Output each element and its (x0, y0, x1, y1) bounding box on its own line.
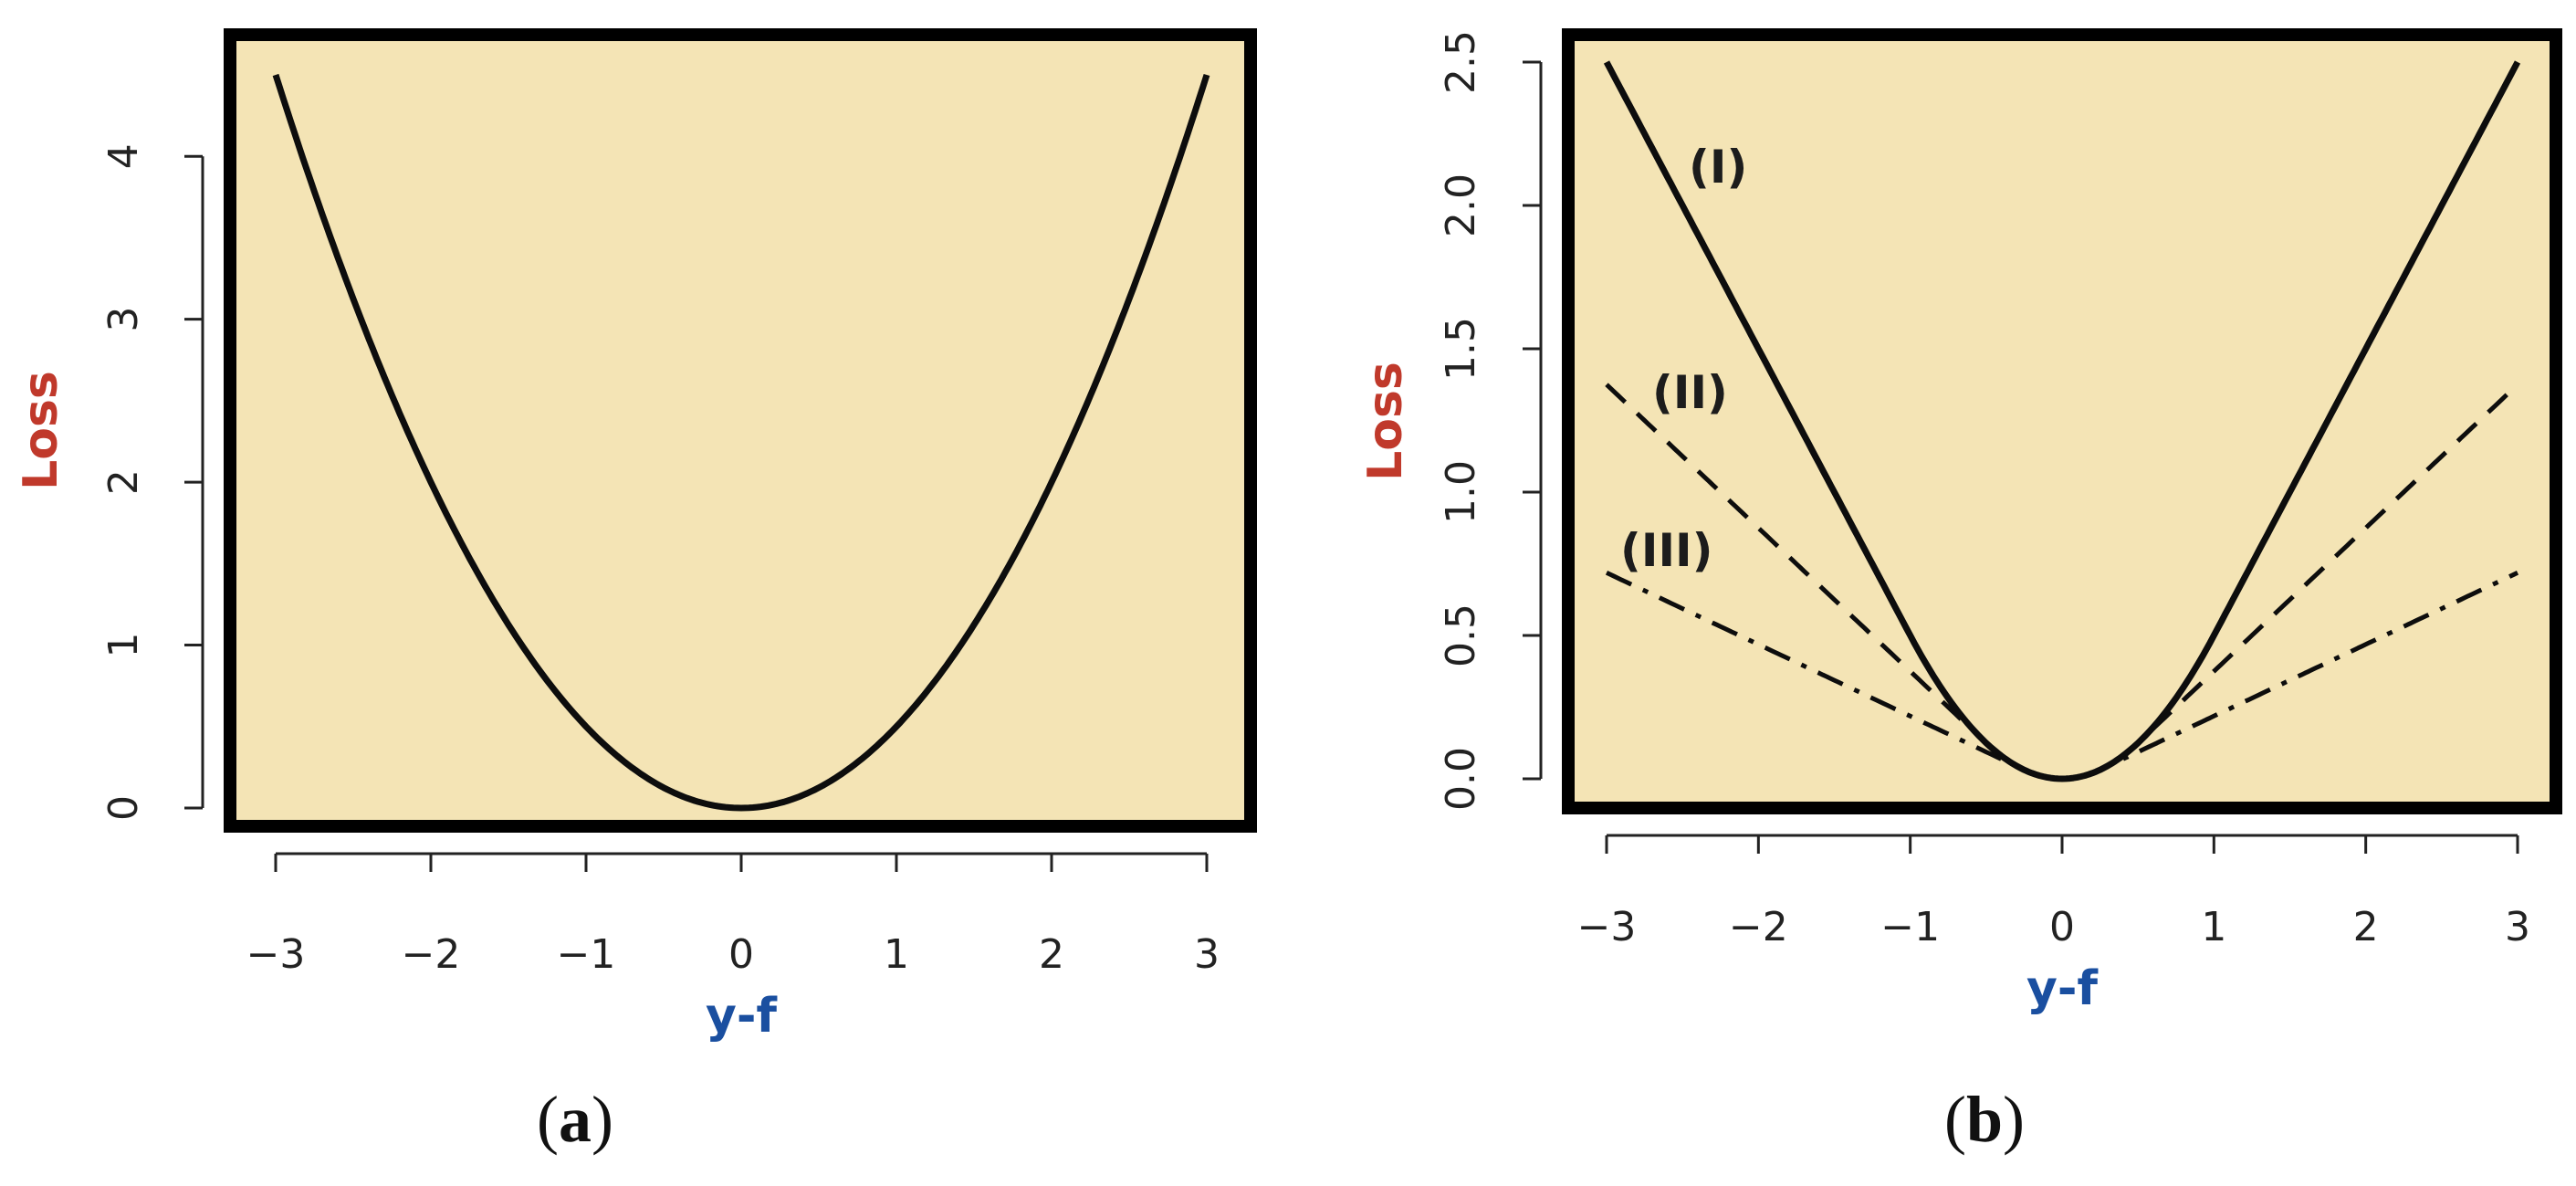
x-tick-label: −2 (402, 931, 461, 978)
x-tick-label: 2 (1039, 931, 1064, 978)
x-tick-label: 2 (2353, 904, 2379, 950)
y-tick-label: 0.5 (1438, 603, 1484, 667)
x-axis-title: y-f (706, 989, 778, 1044)
series-line-iii (1605, 571, 2519, 782)
chart-panel-b: −3 −2 −1 0 1 2 3 0.0 0.5 1.0 1.5 2.0 2.5 y-f Loss (I) (I… (1358, 28, 2562, 1016)
y-tick-label: 2 (100, 469, 147, 495)
x-tick-label: 0 (2049, 904, 2075, 950)
x-tick-label: −1 (1880, 904, 1940, 950)
y-tick-label: 1.5 (1438, 317, 1484, 381)
y-tick-label: 3 (100, 307, 147, 332)
x-tick-label: −3 (246, 931, 306, 978)
series-line (272, 73, 1210, 812)
x-tick-label: 3 (2505, 904, 2530, 950)
y-axis-title: Loss (1358, 362, 1413, 481)
y-tick-label: 0.0 (1438, 747, 1484, 811)
y-tick-label: 1.0 (1438, 460, 1484, 524)
series-label: (III) (1620, 524, 1713, 577)
series-label: (II) (1652, 366, 1728, 419)
x-axis-title: y-f (2026, 961, 2099, 1016)
y-tick-label: 1 (100, 633, 147, 658)
chart-panel-a: −3 −2 −1 0 1 2 3 0 1 2 3 4 y-f Loss (14, 28, 1257, 1044)
panel-label-b: (b) (1944, 1083, 2026, 1156)
plot-frame (1562, 28, 2562, 814)
plot-area (1568, 35, 2556, 808)
y-axis-title: Loss (14, 371, 68, 490)
plot-area (230, 35, 1251, 826)
series-line-ii (1605, 383, 2519, 782)
plot-frame (224, 28, 1257, 833)
x-tick-label: 1 (2201, 904, 2226, 950)
x-tick-label: −2 (1729, 904, 1788, 950)
x-tick-label: −3 (1577, 904, 1637, 950)
y-tick-label: 2.0 (1438, 173, 1484, 237)
x-tick-label: 1 (884, 931, 909, 978)
series-label: (I) (1689, 141, 1747, 194)
x-tick-label: 0 (728, 931, 754, 978)
y-tick-label: 4 (100, 143, 147, 169)
y-tick-label: 0 (100, 795, 147, 821)
panel-label-a: (a) (537, 1083, 613, 1156)
x-tick-label: 3 (1194, 931, 1220, 978)
x-tick-label: −1 (557, 931, 616, 978)
y-tick-label: 2.5 (1438, 30, 1484, 94)
